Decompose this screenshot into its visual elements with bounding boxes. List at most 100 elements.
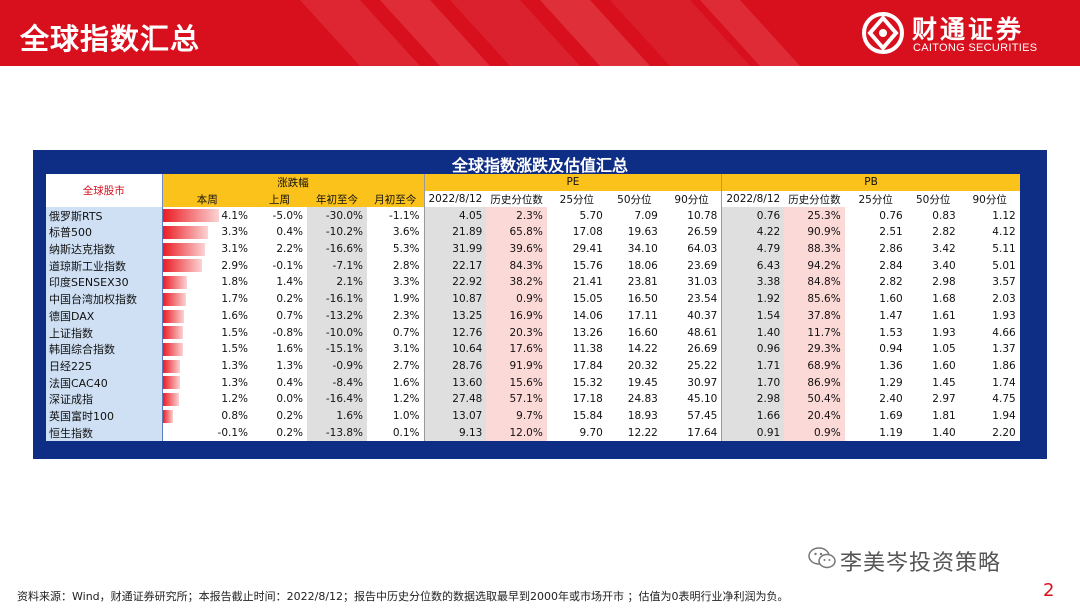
ytd-change: -16.6%	[307, 240, 367, 258]
pe-value: 10.78	[687, 209, 718, 222]
last-week-change: 0.0%	[276, 393, 303, 406]
pb-value: 50.4%	[784, 390, 845, 408]
mtd-change: 2.7%	[392, 359, 420, 372]
pb-value: 2.98	[932, 276, 956, 289]
ytd-change: 1.6%	[307, 407, 367, 425]
source-note: 资料来源：Wind，财通证券研究所；本报告截止时间：2022/8/12；报告中历…	[17, 590, 789, 603]
weekly-change-bar	[162, 376, 181, 390]
pb-value: 6.43	[721, 257, 785, 275]
pe-value: 25.22	[687, 359, 718, 372]
mtd-change: 1.0%	[392, 409, 420, 422]
pb-value: 86.9%	[784, 374, 845, 391]
pb-value: 11.7%	[784, 324, 845, 341]
weekly-change-bar	[162, 209, 219, 223]
pe-value: 15.76	[572, 259, 603, 272]
pb-value: 1.19	[879, 426, 903, 439]
pb-value: 3.57	[992, 276, 1016, 289]
brand-name-en: CAITONG SECURITIES	[913, 42, 1038, 54]
pe-value: 17.18	[572, 393, 603, 406]
pe-value: 23.81	[627, 276, 658, 289]
pb-value: 29.3%	[784, 340, 845, 358]
col-header: 2022/8/12	[721, 190, 785, 208]
pe-value: 4.05	[423, 207, 487, 225]
pb-value: 0.96	[721, 340, 785, 358]
mtd-change: 2.3%	[392, 309, 420, 322]
last-week-change: 0.2%	[276, 409, 303, 422]
pe-value: 84.3%	[486, 257, 547, 275]
col-header: 25分位	[546, 190, 607, 208]
table-row: 俄罗斯RTS 4.1% -5.0% -30.0% -1.1% 4.05 2.3% 5.70 7.…	[46, 207, 1020, 225]
pe-value: 12.22	[627, 426, 658, 439]
pb-value: 0.9%	[784, 424, 845, 441]
ytd-change: -8.4%	[307, 374, 367, 391]
weekly-change-bar	[162, 409, 174, 423]
pb-value: 1.93	[932, 326, 956, 339]
pb-value: 1.93	[992, 309, 1016, 322]
weekly-change-value: 4.1%	[221, 209, 248, 222]
pe-value: 48.61	[687, 326, 718, 339]
index-table: 全球股市 涨跌幅 PE PB 本周 上周 年初至今 月初至今 2022/8/12…	[46, 174, 1020, 441]
wechat-icon	[808, 547, 836, 569]
table-row: 英国富时100 0.8% 0.2% 1.6% 1.0% 13.07 9.7% 15.84 18.…	[46, 407, 1020, 425]
pe-value: 23.69	[687, 259, 718, 272]
pe-value: 9.70	[579, 426, 603, 439]
weekly-change-cell: 1.5%	[162, 324, 252, 341]
pb-value: 1.36	[879, 359, 903, 372]
pb-value: 68.9%	[784, 357, 845, 375]
pe-value: 10.64	[423, 340, 487, 358]
weekly-change-bar	[162, 226, 208, 240]
ytd-change: -16.1%	[307, 290, 367, 308]
pb-value: 88.3%	[784, 240, 845, 258]
summary-panel: 全球指数涨跌及估值汇总 全球股市 涨跌幅 PE PB 本周 上周 年初至今 月初…	[33, 150, 1047, 459]
pe-value: 19.63	[627, 226, 658, 239]
pb-value: 2.98	[721, 390, 785, 408]
pe-value: 24.83	[627, 393, 658, 406]
pb-value: 1.69	[879, 409, 903, 422]
table-body: 俄罗斯RTS 4.1% -5.0% -30.0% -1.1% 4.05 2.3% 5.70 7.…	[46, 207, 1020, 441]
pb-value: 2.97	[932, 393, 956, 406]
weekly-change-value: 1.3%	[221, 359, 248, 372]
pe-value: 9.13	[423, 424, 487, 441]
ytd-change: -10.2%	[307, 224, 367, 241]
pb-value: 2.82	[879, 276, 903, 289]
pb-value: 2.40	[879, 393, 903, 406]
pb-value: 0.94	[879, 343, 903, 356]
last-week-change: -0.8%	[272, 326, 303, 339]
pe-value: 0.9%	[486, 290, 547, 308]
last-week-change: 1.4%	[276, 276, 303, 289]
weekly-change-cell: 1.8%	[162, 274, 252, 291]
weekly-change-value: 1.8%	[221, 276, 248, 289]
group-change-header: 涨跌幅	[162, 174, 424, 191]
mtd-change: 3.1%	[392, 343, 420, 356]
pb-value: 0.83	[932, 209, 956, 222]
pe-value: 21.41	[572, 276, 603, 289]
pe-value: 39.6%	[486, 240, 547, 258]
index-name: 日经225	[46, 357, 163, 375]
pb-value: 3.38	[721, 274, 785, 291]
weekly-change-value: -0.1%	[217, 426, 248, 439]
mtd-change: 1.9%	[392, 293, 420, 306]
caitong-logo-icon	[862, 12, 904, 54]
mtd-change: 1.2%	[392, 393, 420, 406]
pb-value: 37.8%	[784, 307, 845, 325]
table-row: 深证成指 1.2% 0.0% -16.4% 1.2% 27.48 57.1% 17.18 24.…	[46, 390, 1020, 408]
pe-value: 20.32	[627, 359, 658, 372]
pe-value: 26.59	[687, 226, 718, 239]
weekly-change-value: 3.1%	[221, 243, 248, 256]
pb-value: 2.86	[879, 243, 903, 256]
mtd-change: 0.1%	[392, 426, 420, 439]
col-header: 本周	[162, 190, 252, 208]
pb-value: 2.03	[992, 293, 1016, 306]
col-header: 50分位	[906, 190, 960, 208]
col-header: 50分位	[606, 190, 662, 208]
weekly-change-bar	[162, 259, 203, 273]
pb-value: 3.40	[932, 259, 956, 272]
weekly-change-cell: 3.3%	[162, 224, 252, 241]
mtd-change: 3.3%	[392, 276, 420, 289]
weekly-change-bar	[162, 292, 186, 306]
pb-value: 2.51	[879, 226, 903, 239]
last-week-change: -5.0%	[272, 209, 303, 222]
brand-name-cn: 财通证券	[912, 15, 1025, 44]
weekly-change-cell: 1.2%	[162, 391, 252, 408]
last-week-change: 0.2%	[276, 293, 303, 306]
